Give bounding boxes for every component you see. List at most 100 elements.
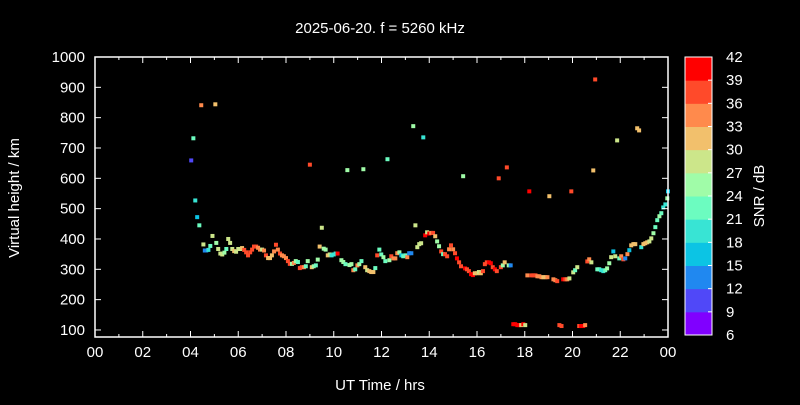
data-point [197,223,202,228]
data-point [220,252,225,257]
data-point [617,256,622,261]
data-point [627,248,632,253]
colorbar-label: SNR / dB [751,165,768,228]
y-tick-label: 1000 [52,49,85,66]
y-tick-label: 500 [60,201,85,218]
data-point [466,269,471,274]
data-point [527,189,532,194]
data-point [623,256,628,261]
data-point [262,248,267,253]
data-point [272,249,277,254]
data-point [447,247,452,252]
x-tick-label: 04 [182,344,199,361]
x-tick-label: 00 [87,344,104,361]
data-point [605,266,610,271]
colorbar-tick-label: 33 [726,119,743,136]
x-tick-label: 16 [469,344,486,361]
data-point [307,162,312,167]
data-point [252,244,257,249]
colorbar-tick-label: 6 [726,327,734,344]
colorbar-band [685,196,712,220]
data-point [345,168,350,173]
data-point [305,259,310,264]
data-point [421,135,426,140]
data-point [361,167,366,172]
data-point [480,269,485,274]
y-tick-label: 200 [60,292,85,309]
data-point [445,254,450,259]
data-point [401,254,406,259]
data-point [268,256,273,261]
data-point [365,268,370,273]
x-tick-label: 02 [134,344,151,361]
data-point [373,266,378,271]
y-tick-label: 800 [60,110,85,127]
data-point [413,223,418,228]
data-point [545,275,550,280]
data-point [591,168,596,173]
y-axis-label: Virtual height / km [6,138,23,258]
data-point [317,244,322,249]
data-point [299,265,304,270]
data-point [575,265,580,270]
data-point [357,262,362,267]
data-point [573,268,578,273]
colorbar-band [685,126,712,151]
data-point [504,165,509,170]
data-point [565,277,570,282]
data-point [651,231,656,236]
colorbar-tick-label: 15 [726,258,743,275]
data-point [250,247,255,252]
y-tick-label: 300 [60,261,85,278]
colorbar-tick-label: 18 [726,234,743,251]
data-point [478,271,483,276]
data-point [381,255,386,260]
data-point [613,254,618,259]
data-point [353,267,358,272]
data-point [244,250,249,255]
y-tick-label: 700 [60,140,85,157]
colorbar-tick-label: 36 [726,95,743,112]
data-point [459,264,464,269]
data-point [248,250,253,255]
colorbar-band [685,265,712,290]
data-point [525,273,530,278]
data-point [625,252,630,257]
data-point [226,236,231,241]
y-tick-label: 100 [60,322,85,339]
data-point [508,263,513,268]
colorbar-tick-label: 12 [726,281,743,298]
data-point [454,256,459,261]
data-point [571,270,576,275]
data-point [383,259,388,264]
data-point [234,249,239,254]
data-point [228,240,233,245]
data-point [315,257,320,262]
colorbar-tick-label: 27 [726,165,743,182]
data-point [647,239,652,244]
data-point [389,254,394,259]
data-point [369,270,374,275]
data-point [453,251,458,256]
data-point [633,242,638,247]
data-point [285,259,290,264]
data-point [216,246,221,251]
data-point [295,260,300,265]
data-point [547,194,552,199]
data-point [411,124,416,129]
data-point [425,230,430,235]
data-point [655,218,660,223]
data-point [609,255,614,260]
x-axis-label: UT Time / hrs [335,377,425,394]
data-point [263,253,268,258]
data-point [494,269,499,274]
data-point [313,263,318,268]
data-point [484,260,489,265]
data-point [659,211,664,216]
data-point [210,233,215,238]
colorbar-tick-label: 21 [726,211,743,228]
data-point [557,323,562,328]
data-point [193,198,198,203]
colorbar-tick-label: 24 [726,188,743,205]
